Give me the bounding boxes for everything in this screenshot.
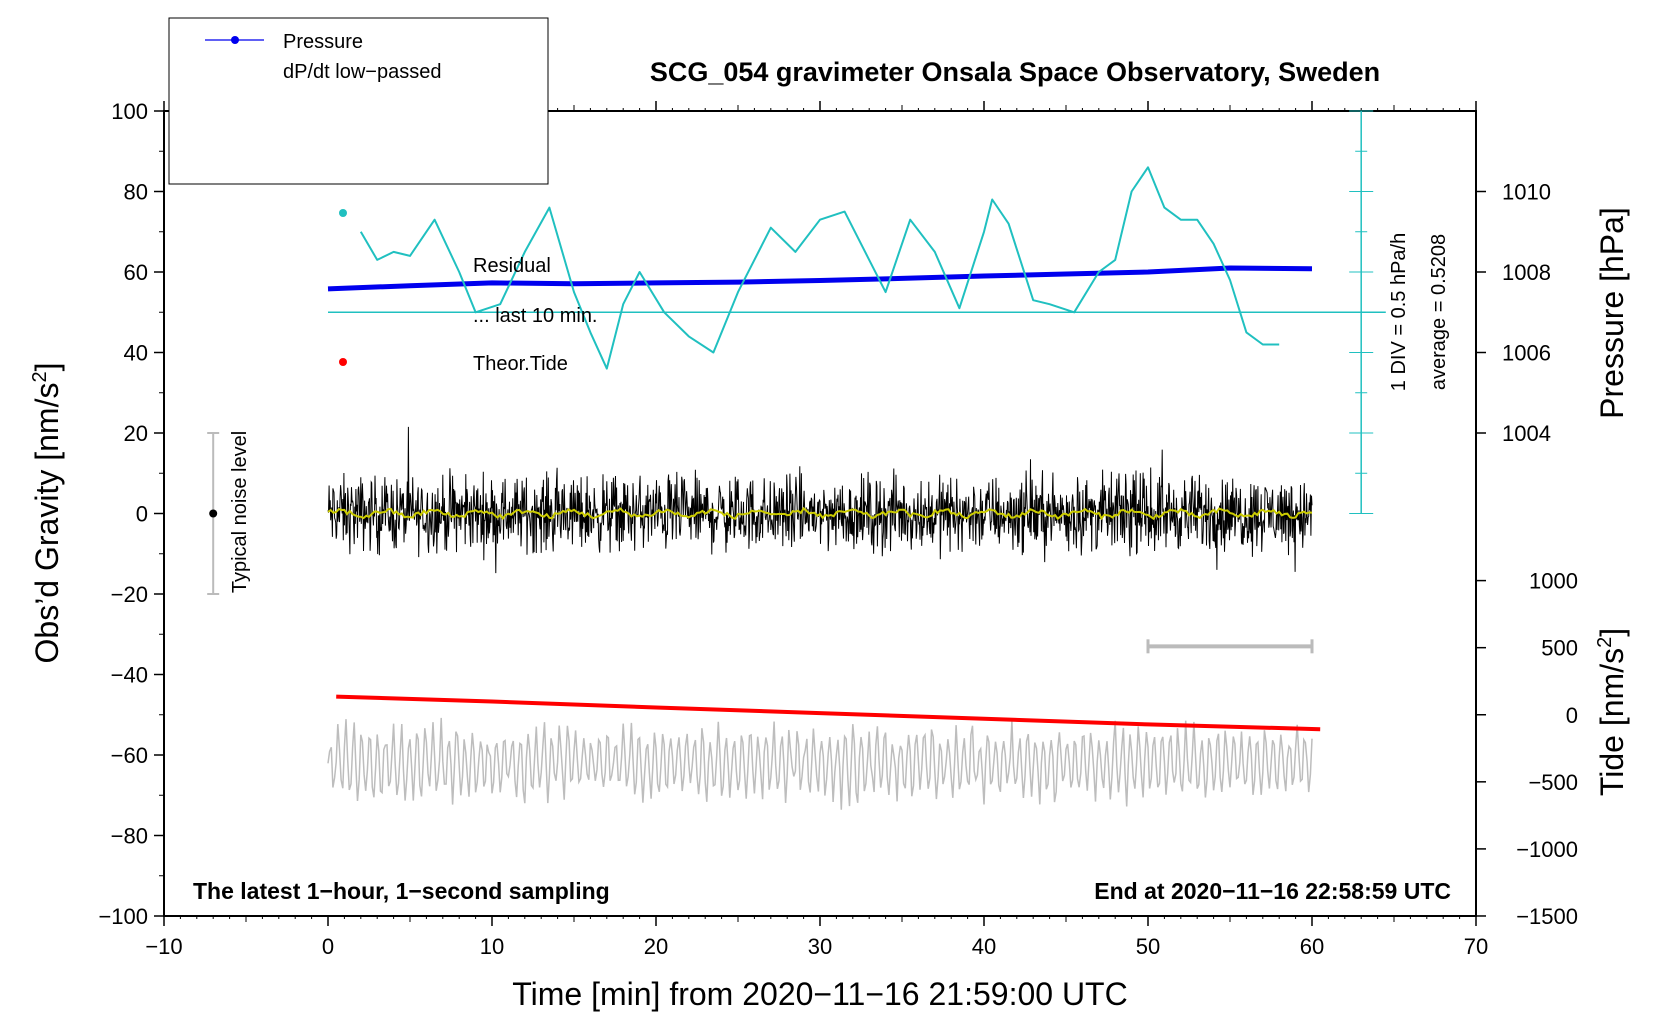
x-axis-title: Time [min] from 2020−11−16 21:59:00 UTC: [512, 976, 1127, 1012]
y-pressure-tick-label: 1008: [1502, 260, 1551, 285]
y-tide-tick-label: 1000: [1529, 569, 1578, 594]
chart-title: SCG_054 gravimeter Onsala Space Observat…: [650, 57, 1380, 87]
y-left-tick-label: 40: [124, 341, 148, 366]
noise-center-dot: [209, 509, 218, 518]
y-left-tick-label: −60: [111, 743, 148, 768]
x-tick-label: 60: [1300, 934, 1324, 959]
y-tide-tick-label: 0: [1566, 703, 1578, 728]
legend-tide-label: Theor.Tide: [473, 353, 568, 375]
y-left-tick-label: 20: [124, 421, 148, 446]
series-grey-trace: [327, 717, 1313, 810]
legend-dpdt-label: dP/dt low−passed: [283, 61, 441, 83]
x-tick-label: 70: [1464, 934, 1488, 959]
y-left-tick-label: −20: [111, 582, 148, 607]
y-tide-tick-label: −500: [1528, 770, 1578, 795]
x-tick-label: 10: [480, 934, 504, 959]
series-pressure: [327, 265, 1313, 292]
y-tide-tick-label: 500: [1541, 636, 1578, 661]
svg-text:1 DIV = 0.5 hPa/h: 1 DIV = 0.5 hPa/h: [1388, 233, 1410, 391]
svg-text:Tide [nm/s2]: Tide [nm/s2]: [1594, 628, 1630, 796]
y-left-tick-label: 0: [136, 502, 148, 527]
y-tide-title-text: Tide [nm/s: [1594, 648, 1630, 796]
y-pressure-tick-label: 1010: [1502, 180, 1551, 205]
series-layer: [327, 166, 1321, 810]
series-last10: [327, 506, 1313, 521]
series-tide: [336, 694, 1321, 732]
x-tick-label: 20: [644, 934, 668, 959]
div-scale-label: 1 DIV = 0.5 hPa/h: [1388, 233, 1410, 391]
y-left-title-exp: 2: [29, 371, 51, 382]
annotation-layer: [207, 110, 1386, 654]
x-tick-label: 40: [972, 934, 996, 959]
y-pressure-tick-label: 1006: [1502, 341, 1551, 366]
y-left-tick-label: 80: [124, 180, 148, 205]
svg-text:Obs’d Gravity [nm/s2]: Obs’d Gravity [nm/s2]: [29, 363, 65, 664]
sampling-note: The latest 1−hour, 1−second sampling: [193, 878, 610, 904]
x-tick-label: 30: [808, 934, 832, 959]
legend-pressure-marker: [231, 36, 239, 44]
y-left-title-text: Obs’d Gravity [nm/s: [29, 383, 65, 664]
x-tick-label: 0: [322, 934, 334, 959]
y-left-tick-label: −100: [98, 904, 148, 929]
y-left-tick-label: 100: [111, 99, 148, 124]
svg-text:Pressure [hPa]: Pressure [hPa]: [1594, 207, 1630, 419]
legend-pressure-label: Pressure: [283, 31, 363, 53]
y-tide-title-exp: 2: [1594, 637, 1616, 648]
x-tick-label: 50: [1136, 934, 1160, 959]
y-left-title-close: ]: [29, 363, 65, 372]
series-dpdt: [359, 166, 1280, 370]
y-tide-tick-label: −1500: [1516, 904, 1578, 929]
y-pressure-tick-label: 1004: [1502, 421, 1551, 446]
average-label: average = 0.5208: [1428, 234, 1450, 390]
x-tick-label: −10: [145, 934, 182, 959]
series-residual: [327, 426, 1313, 574]
svg-text:average = 0.5208: average = 0.5208: [1428, 234, 1450, 390]
y-left-tick-label: −80: [111, 824, 148, 849]
svg-text:Typical noise level: Typical noise level: [229, 431, 251, 593]
y-tide-tick-label: −1000: [1516, 837, 1578, 862]
axis-ticks: −10 0 10 20 30 40 50 60 70100806040200−20−40−60−…: [98, 99, 1578, 959]
legend-residual-label: Residual: [473, 255, 551, 277]
y-pressure-axis-title: Pressure [hPa]: [1594, 207, 1630, 419]
y-tide-axis-title: Tide [nm/s2]: [1594, 628, 1630, 796]
legend-last10-label: ... last 10 min.: [473, 305, 598, 327]
end-time-note: End at 2020−11−16 22:58:59 UTC: [1094, 878, 1451, 904]
y-tide-title-close: ]: [1594, 628, 1630, 637]
legend-box: [168, 17, 549, 185]
y-left-tick-label: 60: [124, 260, 148, 285]
legend-tide-marker: [339, 358, 347, 366]
noise-level-label: Typical noise level: [229, 431, 251, 593]
y-left-tick-label: −40: [111, 663, 148, 688]
legend-dpdt-marker: [339, 209, 347, 217]
y-left-axis-title: Obs’d Gravity [nm/s2]: [29, 363, 65, 664]
